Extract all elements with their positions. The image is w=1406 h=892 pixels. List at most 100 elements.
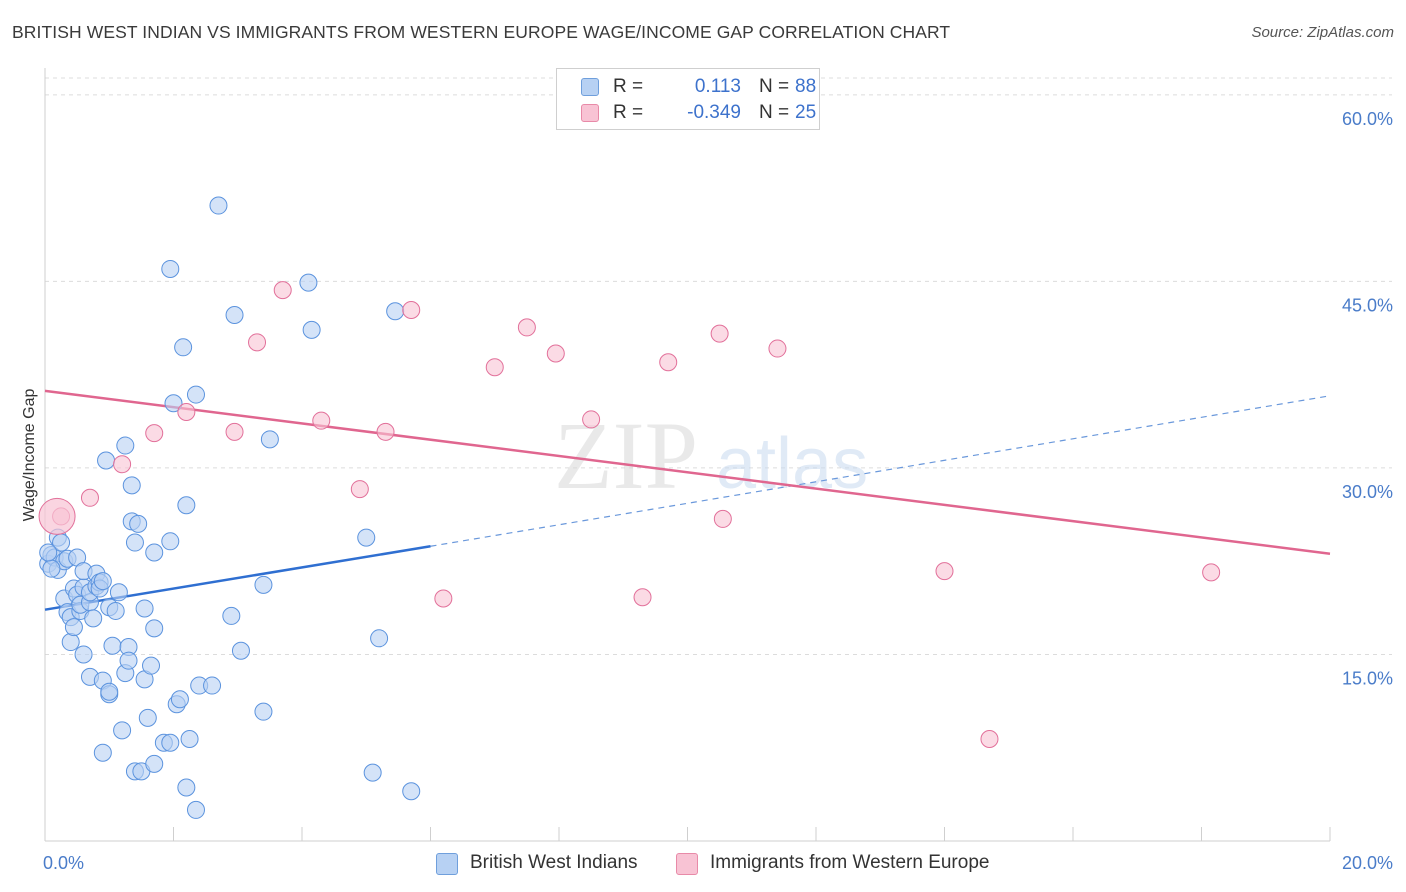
y-tick-label: 15.0% — [1342, 668, 1393, 688]
blue-point — [100, 682, 119, 701]
bottom-legend-swatch-pink — [676, 853, 698, 875]
blue-point — [119, 651, 138, 670]
pink-point — [517, 318, 536, 337]
pink-point — [248, 333, 267, 352]
pink-point — [633, 588, 652, 607]
watermark-atlas: atlas — [716, 424, 868, 504]
blue-point — [254, 702, 273, 721]
pink-point — [113, 455, 132, 474]
chart-title: BRITISH WEST INDIAN VS IMMIGRANTS FROM W… — [12, 22, 951, 42]
legend-swatch-blue — [581, 78, 599, 96]
blue-point — [363, 763, 382, 782]
blue-point — [93, 743, 112, 762]
y-tick-label: 30.0% — [1342, 482, 1393, 502]
pink-point — [713, 509, 732, 528]
pink-point — [546, 344, 565, 363]
grid-lines — [45, 77, 1392, 655]
blue-point — [42, 559, 61, 578]
pink-point — [402, 301, 421, 320]
legend-r-label: R = — [613, 102, 644, 123]
blue-point — [370, 629, 389, 648]
legend-r-value: 0.113 — [694, 76, 741, 97]
legend-n-value: 25 — [795, 102, 817, 123]
blue-point — [61, 633, 80, 652]
x-tick-label-max: 20.0% — [1342, 853, 1393, 873]
blue-point — [161, 733, 180, 752]
pink-point — [1202, 563, 1221, 582]
pink-point — [273, 281, 292, 300]
blue-point — [113, 721, 132, 740]
blue-point — [260, 430, 279, 449]
legend-r-label: R = — [613, 76, 644, 97]
legend-swatch-pink — [581, 104, 599, 122]
blue-point — [84, 609, 103, 628]
blue-point — [109, 583, 128, 602]
blue-trend-line-extension — [430, 395, 1331, 547]
blue-point — [161, 259, 180, 278]
blue-point — [138, 708, 157, 727]
pink-point — [485, 358, 504, 377]
source-credit: Source: ZipAtlas.com — [1251, 24, 1394, 41]
pink-point — [312, 411, 331, 430]
blue-point — [386, 302, 405, 321]
y-axis-label: Wage/Income Gap — [21, 389, 38, 522]
pink-point — [145, 424, 164, 443]
pink-point-large — [38, 497, 76, 535]
pink-point — [768, 339, 787, 358]
blue-point — [125, 533, 144, 552]
blue-point — [225, 305, 244, 324]
blue-point — [357, 528, 376, 547]
pink-point — [376, 422, 395, 441]
pink-point — [582, 410, 601, 429]
blue-point — [209, 196, 228, 215]
legend-n-label: N = — [759, 102, 790, 123]
blue-point — [174, 338, 193, 357]
pink-point — [350, 480, 369, 499]
x-tick-label-min: 0.0% — [43, 853, 84, 873]
blue-point — [129, 514, 148, 533]
blue-point — [222, 606, 241, 625]
bottom-legend-label-blue: British West Indians — [470, 852, 638, 873]
tick-labels: 15.0% 30.0% 45.0% 60.0% 0.0% 20.0% — [43, 109, 1393, 873]
y-tick-label: 45.0% — [1342, 295, 1393, 315]
blue-point — [135, 599, 154, 618]
pink-point — [434, 589, 453, 608]
blue-point — [103, 636, 122, 655]
blue-point — [203, 676, 222, 695]
blue-point — [106, 601, 125, 620]
blue-point — [180, 730, 199, 749]
y-tick-label: 60.0% — [1342, 109, 1393, 129]
blue-point — [254, 575, 273, 594]
pink-point — [710, 324, 729, 343]
blue-point — [186, 385, 205, 404]
legend-n-value: 88 — [795, 76, 817, 97]
blue-point — [402, 782, 421, 801]
blue-point — [145, 619, 164, 638]
blue-point — [164, 394, 183, 413]
watermark-zip: ZIP — [554, 402, 698, 509]
blue-point — [177, 496, 196, 515]
blue-point — [186, 800, 205, 819]
blue-point — [116, 436, 135, 455]
axes — [44, 68, 1331, 842]
legend-r-value: -0.349 — [687, 102, 741, 123]
pink-point — [935, 562, 954, 581]
blue-point — [302, 320, 321, 339]
blue-point — [231, 641, 250, 660]
pink-point — [225, 422, 244, 441]
blue-point — [299, 273, 318, 292]
pink-point — [980, 730, 999, 749]
watermark: ZIP atlas — [554, 402, 868, 509]
pink-trend-line — [44, 389, 1331, 555]
blue-point — [145, 754, 164, 773]
blue-point — [142, 656, 161, 675]
blue-point — [161, 532, 180, 551]
blue-point — [97, 451, 116, 470]
pink-point — [177, 402, 196, 421]
blue-point — [177, 778, 196, 797]
blue-point — [122, 476, 141, 495]
blue-point — [74, 645, 93, 664]
blue-point — [170, 690, 189, 709]
pink-point — [80, 488, 99, 507]
